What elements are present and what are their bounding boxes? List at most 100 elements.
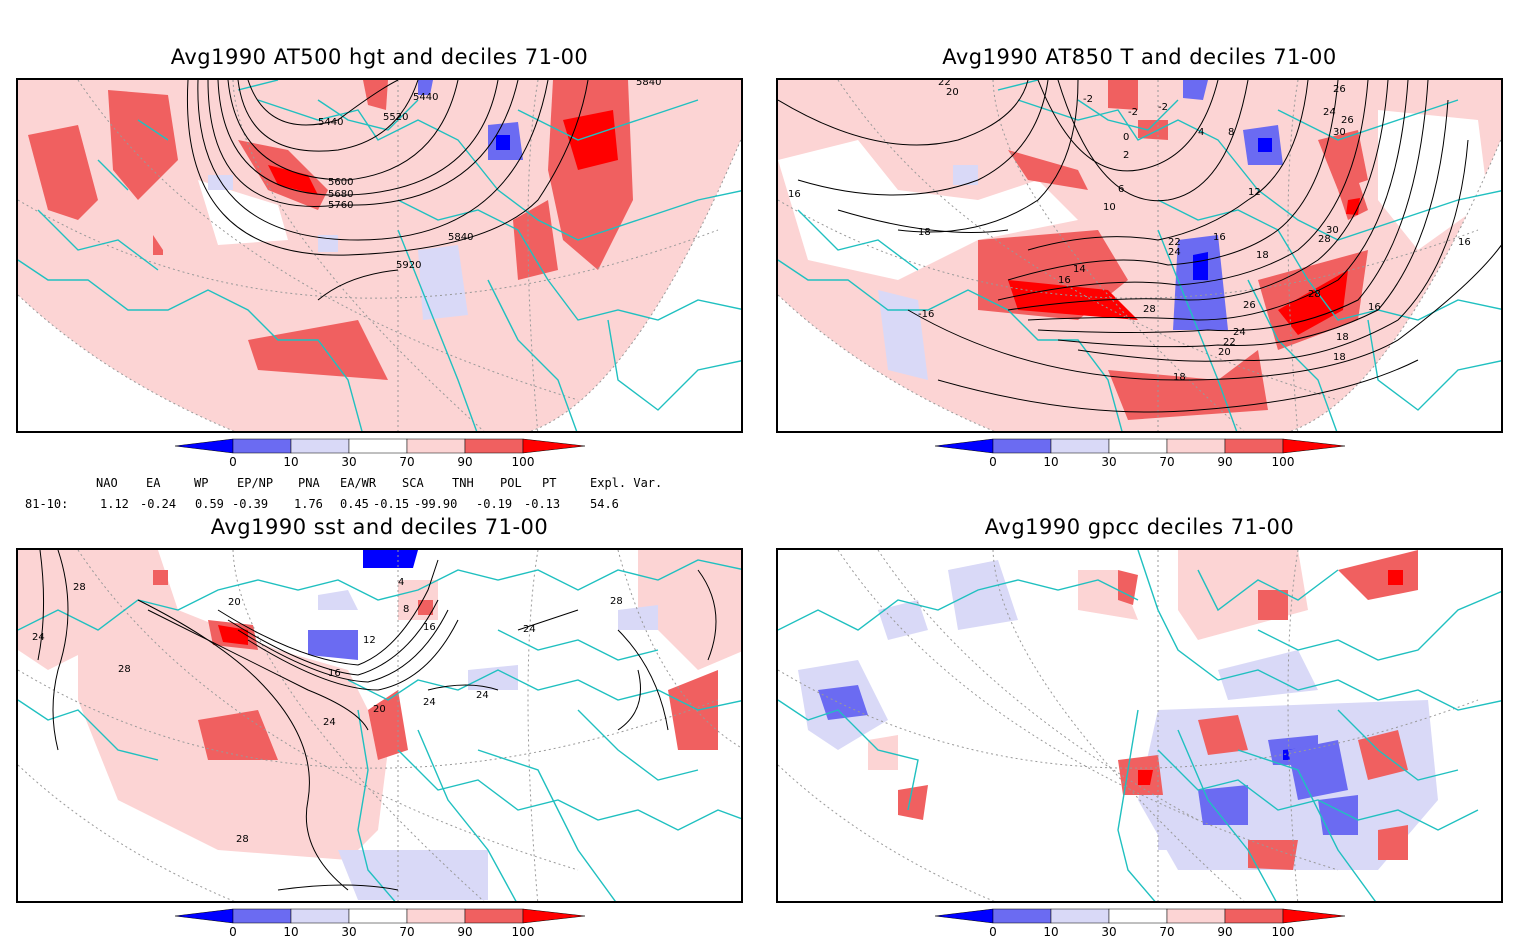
index-value: -0.15 [373,497,410,511]
svg-text:-2: -2 [1158,102,1168,113]
contour-labels-t850: 22 20 -2 -2 -2 4 8 0 2 6 10 12 16 18 14 … [788,80,1471,383]
svg-text:20: 20 [228,597,241,608]
map-sst-svg: 28 24 28 20 8 4 12 16 16 20 24 24 24 28 … [18,550,741,901]
svg-text:18: 18 [1173,372,1186,383]
svg-text:18: 18 [1256,250,1269,261]
panel-title-gpcc: Avg1990 gpcc deciles 71-00 [984,515,1295,539]
colorbar-tick: 10 [283,925,299,939]
index-value: 0.45 [340,497,369,511]
colorbar-tick: 100 [511,925,535,939]
decile-above-100-region [268,165,318,195]
index-value: 1.12 [100,497,129,511]
decile-0-10-region [308,630,358,660]
svg-text:4: 4 [398,577,404,588]
index-header: WP [194,476,209,490]
svg-text:28: 28 [118,664,131,675]
decile-0-10-region [818,685,868,720]
svg-text:5440: 5440 [318,117,343,128]
svg-text:26: 26 [1243,300,1256,311]
index-header: SCA [402,476,424,490]
svg-text:8: 8 [1228,127,1234,138]
colorbar-tick: 30 [341,455,357,469]
index-header: PNA [298,476,320,490]
svg-text:16: 16 [1213,232,1226,243]
colorbar-bottom-right: 0 10 30 70 90 100 [935,908,1345,948]
svg-text:22: 22 [1168,237,1181,248]
svg-text:24: 24 [523,624,536,635]
svg-text:24: 24 [323,717,336,728]
contour-labels-hgt: 5440 5440 5520 5440 5600 5680 5760 5840 … [318,80,661,271]
svg-text:30: 30 [1333,127,1346,138]
colorbar-tick: 0 [989,455,997,469]
svg-text:26: 26 [1341,115,1354,126]
svg-text:24: 24 [423,697,436,708]
colorbar-swatches [935,908,1345,924]
svg-text:5840: 5840 [636,80,661,88]
svg-text:28: 28 [236,834,249,845]
decile-above-100-region [1008,280,1138,320]
colorbar-tick: 90 [1217,455,1233,469]
index-header: Expl. Var. [590,476,663,490]
coastlines [778,80,1501,431]
sst-contours [37,550,717,891]
temperature-contours [778,80,1501,413]
colorbar-tick: 100 [511,455,535,469]
colorbar-tick: 10 [283,455,299,469]
colorbar-top-left: 0 10 30 70 90 100 [175,438,585,478]
svg-text:16: 16 [328,668,341,679]
map-t850-svg: 22 20 -2 -2 -2 4 8 0 2 6 10 12 16 18 14 … [778,80,1501,431]
index-value: -0.24 [140,497,177,511]
index-value: -99.90 [414,497,458,511]
index-header: EA/WR [340,476,377,490]
svg-text:5520: 5520 [383,112,408,123]
map-panel-gpcc [776,548,1503,903]
svg-text:12: 12 [1248,187,1261,198]
panel-title-t850: Avg1990 AT850 T and deciles 71-00 [942,45,1337,69]
decile-10-30-region [338,850,488,900]
index-value: -0.19 [476,497,513,511]
svg-text:10: 10 [1103,202,1116,213]
index-header: EP/NP [237,476,274,490]
svg-text:5840: 5840 [448,232,473,243]
svg-text:5600: 5600 [328,177,353,188]
colorbar-swatches [175,438,585,454]
colorbar-tick: 10 [1043,455,1059,469]
decile-above-100-region [218,625,248,645]
svg-text:20: 20 [373,704,386,715]
index-header: TNH [452,476,474,490]
svg-text:24: 24 [1233,327,1246,338]
svg-text:5920: 5920 [396,260,421,271]
decile-90-100-region [28,125,98,220]
index-value: 54.6 [590,497,619,511]
svg-text:18: 18 [1336,332,1349,343]
svg-text:12: 12 [363,635,376,646]
svg-text:0: 0 [1123,132,1129,143]
svg-text:30: 30 [1326,225,1339,236]
colorbar-tick: 100 [1271,455,1295,469]
colorbar-tick: 0 [229,455,237,469]
svg-text:24: 24 [1168,247,1181,258]
colorbar-tick: 0 [989,925,997,939]
svg-text:5680: 5680 [328,189,353,200]
svg-text:8: 8 [403,604,409,615]
decile-above-100-region [1388,570,1403,585]
svg-text:4: 4 [1198,127,1204,138]
svg-text:6: 6 [1118,184,1124,195]
colorbar-tick: 30 [1101,455,1117,469]
decile-10-30-region [418,245,468,320]
colorbar-tick: 100 [1271,925,1295,939]
decile-10-30-region [878,290,928,380]
svg-text:-2: -2 [1128,107,1138,118]
svg-text:16: 16 [423,622,436,633]
svg-text:14: 14 [1073,264,1086,275]
index-value: -0.39 [232,497,269,511]
index-value: 0.59 [195,497,224,511]
coastlines [18,559,741,901]
colorbar-tick: 90 [1217,925,1233,939]
decile-90-100-region [108,90,178,200]
index-header: PT [542,476,557,490]
svg-text:5440: 5440 [413,92,438,103]
decile-90-100-region [1258,590,1288,620]
coastlines [18,80,741,431]
index-row-label: 81-10: [25,497,69,511]
